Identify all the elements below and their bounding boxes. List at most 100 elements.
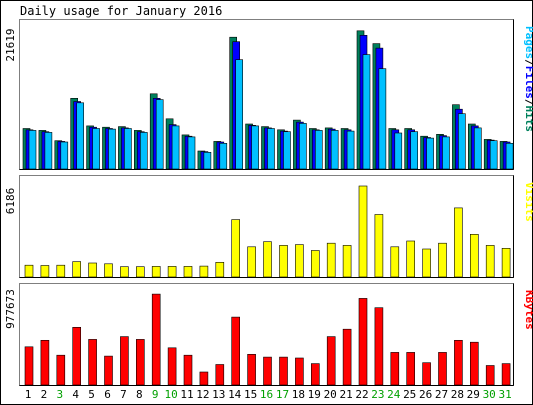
bottom-bar-kbytes	[501, 363, 511, 386]
bottom-bar-kbytes	[215, 364, 225, 386]
mid-bar-visits	[231, 219, 240, 278]
bottom-bar-kbytes	[454, 339, 463, 386]
bottom-bar-kbytes	[88, 339, 97, 386]
x-tick-label: 23	[371, 388, 384, 401]
top-bar-pages	[187, 136, 196, 170]
bottom-bar-kbytes	[247, 353, 256, 386]
bottom-panel: 977673 KBytes	[4, 283, 533, 386]
bottom-bar-kbytes	[374, 307, 384, 386]
bottom-bar-kbytes	[24, 346, 34, 386]
mid-bar-visits	[326, 242, 336, 278]
bottom-bar-kbytes	[422, 362, 431, 386]
mid-bar-visits	[390, 246, 400, 278]
x-tick-label: 20	[324, 388, 337, 401]
mid-max-label: 6186	[4, 188, 17, 215]
x-tick-label: 6	[104, 388, 111, 401]
x-axis-labels: 1 2 3 4 5 6 7 8 9 10 11 12 13 14 15 16 17 18 19 20 21 22 23 24 2…	[25, 388, 512, 401]
top-bar-pages	[473, 127, 482, 170]
bottom-bar-kbytes	[72, 326, 81, 386]
x-tick-label: 12	[196, 388, 209, 401]
top-bar-pages	[76, 102, 84, 170]
bottom-bar-kbytes	[231, 316, 240, 386]
top-bar-pages	[362, 54, 371, 170]
mid-bar-visits	[136, 266, 145, 278]
x-tick-label: 18	[292, 388, 305, 401]
mid-bar-visits	[469, 234, 479, 278]
x-tick-label: 31	[498, 388, 511, 401]
top-bar-pages	[505, 143, 514, 170]
mid-bar-visits	[501, 248, 511, 278]
chart-title: Daily usage for January 2016	[20, 4, 222, 18]
bottom-bar-kbytes	[469, 341, 479, 386]
top-series-pages	[28, 54, 514, 170]
x-tick-label: 7	[120, 388, 127, 401]
top-bar-pages	[92, 128, 100, 170]
mid-bar-visits	[263, 241, 272, 278]
bottom-bar-kbytes	[151, 293, 161, 386]
top-bar-pages	[489, 140, 498, 170]
mid-legend: Visits	[523, 182, 533, 222]
bottom-bar-kbytes	[326, 336, 336, 386]
top-bar-pages	[299, 123, 307, 170]
mid-bar-visits	[151, 266, 161, 278]
top-bar-pages	[251, 125, 259, 170]
top-bar-pages	[155, 99, 164, 170]
top-bar-pages	[394, 132, 403, 170]
top-legend-item: /	[523, 59, 533, 66]
top-legend-item: /	[523, 99, 533, 106]
x-tick-label: 3	[56, 388, 63, 401]
bottom-bar-kbytes	[310, 363, 320, 386]
mid-bar-visits	[422, 248, 431, 278]
bottom-bar-kbytes	[167, 347, 177, 386]
bottom-bar-kbytes	[104, 355, 113, 386]
mid-bar-visits	[56, 264, 66, 278]
top-bar-pages	[203, 152, 212, 170]
x-tick-label: 29	[467, 388, 480, 401]
bottom-bar-kbytes	[279, 356, 288, 386]
mid-bar-visits	[40, 265, 50, 278]
mid-bar-visits	[438, 242, 447, 278]
top-legend-item: Pages	[523, 26, 533, 59]
bottom-bar-kbytes	[199, 371, 209, 386]
x-tick-label: 22	[355, 388, 368, 401]
top-bar-pages	[283, 131, 291, 170]
x-tick-label: 24	[387, 388, 401, 401]
top-bar-pages	[28, 130, 37, 170]
bottom-bar-kbytes	[438, 352, 447, 386]
top-bar-pages	[140, 132, 148, 170]
bottom-bar-kbytes	[56, 354, 66, 386]
mid-bar-visits	[183, 266, 193, 278]
top-max-label: 21619	[4, 28, 17, 61]
mid-bar-visits	[406, 240, 416, 278]
x-tick-label: 17	[276, 388, 289, 401]
x-tick-label: 1	[25, 388, 32, 401]
x-tick-label: 10	[164, 388, 177, 401]
x-tick-label: 4	[72, 388, 79, 401]
x-tick-label: 8	[136, 388, 143, 401]
bottom-series-kbytes	[24, 293, 511, 386]
mid-bar-visits	[454, 207, 463, 278]
mid-bar-visits	[485, 245, 495, 278]
top-bar-pages	[60, 141, 69, 170]
mid-bar-visits	[247, 246, 256, 278]
mid-bar-visits	[167, 266, 177, 278]
x-tick-label: 13	[212, 388, 225, 401]
mid-bar-visits	[374, 214, 384, 278]
top-bar-pages	[267, 128, 275, 170]
x-tick-label: 21	[339, 388, 352, 401]
top-bar-pages	[442, 136, 450, 170]
bottom-bar-kbytes	[485, 365, 495, 386]
x-tick-label: 25	[403, 388, 416, 401]
top-legend-item: Files	[523, 66, 533, 99]
mid-bar-visits	[310, 250, 320, 278]
x-tick-label: 15	[244, 388, 257, 401]
bottom-max-label: 977673	[4, 289, 17, 329]
top-bar-pages	[410, 131, 419, 170]
mid-bar-visits	[279, 245, 288, 278]
bottom-bar-kbytes	[406, 352, 416, 386]
top-legend-item: Hits	[523, 106, 533, 133]
bottom-bar-kbytes	[136, 339, 145, 386]
top-bar-pages	[108, 128, 116, 170]
